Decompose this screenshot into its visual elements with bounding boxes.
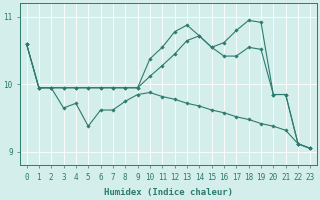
X-axis label: Humidex (Indice chaleur): Humidex (Indice chaleur) [104, 188, 233, 197]
